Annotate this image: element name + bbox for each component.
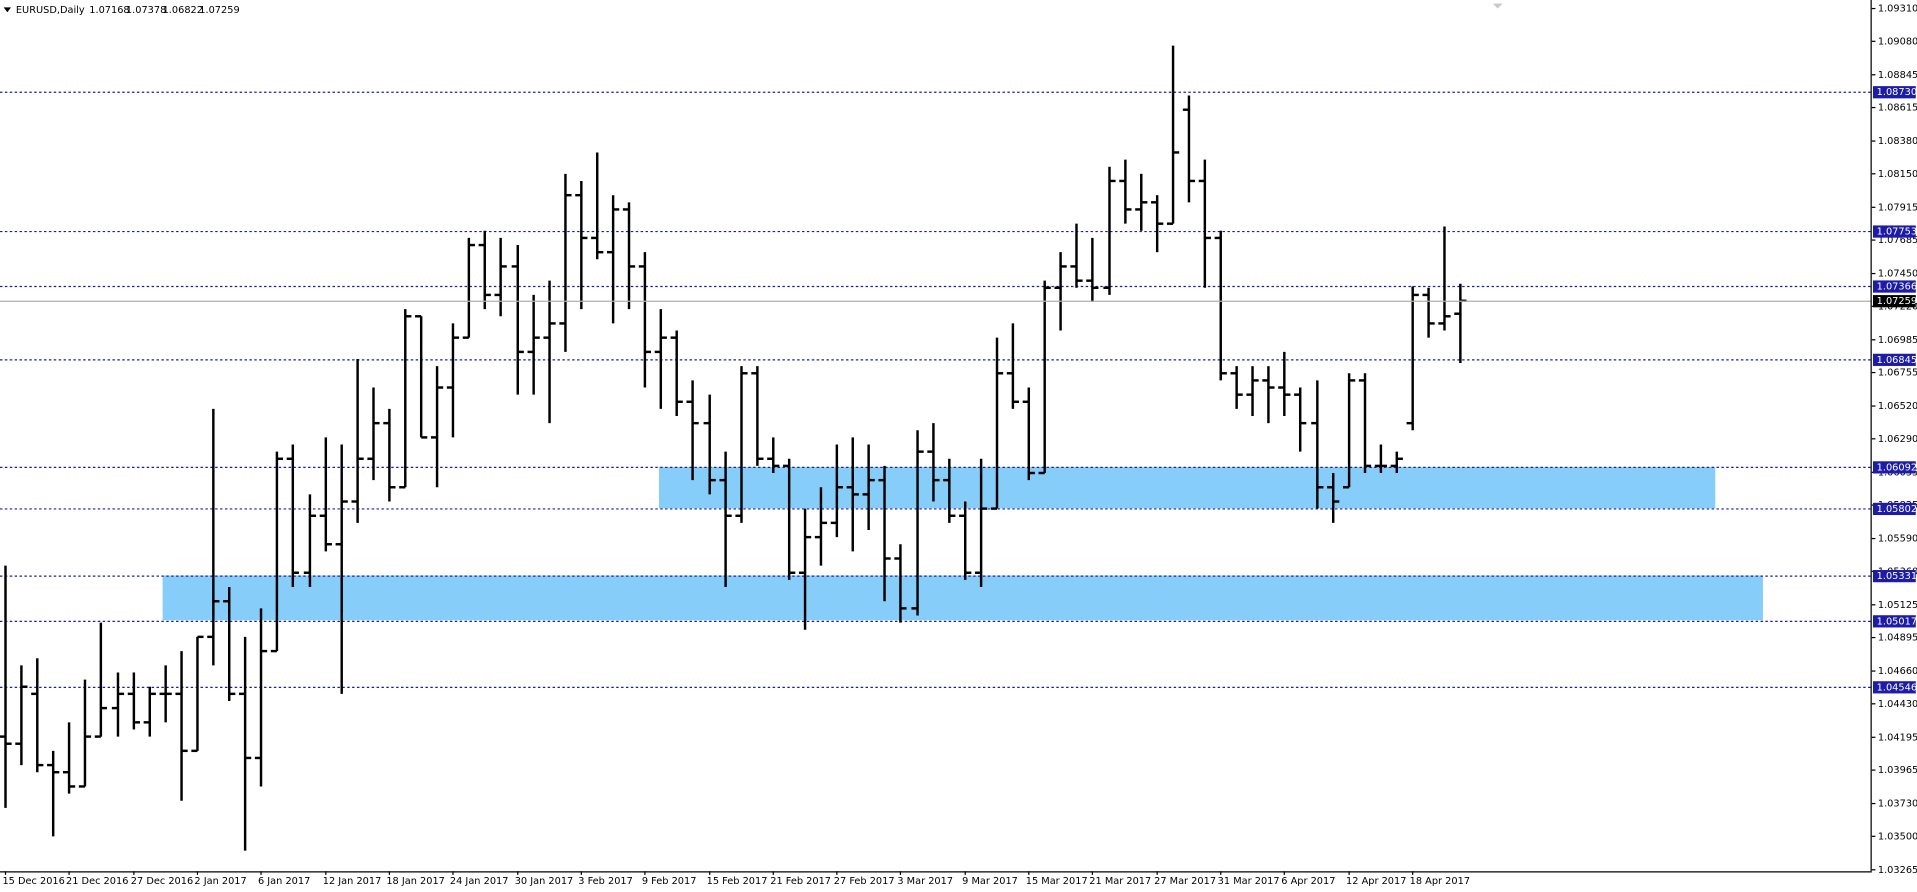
x-tick-label: 2 Jan 2017 — [194, 876, 246, 887]
x-tick-label: 6 Jan 2017 — [258, 876, 310, 887]
y-tick-label: 1.03730 — [1878, 799, 1917, 810]
x-tick-label: 6 Apr 2017 — [1281, 876, 1335, 887]
x-tick-label: 15 Mar 2017 — [1026, 876, 1088, 887]
x-tick-label: 12 Apr 2017 — [1346, 876, 1406, 887]
x-tick-label: 18 Jan 2017 — [386, 876, 445, 887]
y-tick-label: 1.03965 — [1878, 765, 1917, 776]
x-tick-label: 31 Mar 2017 — [1218, 876, 1280, 887]
y-tick-label: 1.03500 — [1878, 831, 1917, 842]
y-tick-label: 1.03265 — [1878, 865, 1917, 876]
zones — [162, 467, 1763, 621]
level-label: 1.05331 — [1877, 571, 1917, 582]
header-close: 1.07259 — [199, 5, 239, 16]
y-tick-label: 1.08380 — [1878, 136, 1917, 147]
y-tick-label: 1.04195 — [1878, 732, 1917, 743]
level-label-box — [1872, 615, 1916, 628]
header-high: 1.07378 — [126, 5, 166, 16]
level-label: 1.06845 — [1877, 355, 1917, 366]
y-tick-label: 1.06520 — [1878, 401, 1917, 412]
symbol-title: EURUSD,Daily — [16, 5, 85, 16]
menu-arrow[interactable] — [3, 7, 12, 13]
x-tick-label: 15 Feb 2017 — [707, 876, 768, 887]
level-label: 1.05017 — [1877, 616, 1917, 627]
level-label-box — [1872, 86, 1916, 99]
x-tick-label: 30 Jan 2017 — [515, 876, 574, 887]
y-tick-label: 1.06985 — [1878, 335, 1917, 346]
y-tick-label: 1.08150 — [1878, 169, 1917, 180]
price-label: 1.07259 — [1877, 296, 1917, 307]
x-tick-label: 15 Dec 2016 — [2, 876, 64, 887]
y-tick-label: 1.09310 — [1878, 4, 1917, 15]
x-tick-label: 3 Mar 2017 — [897, 876, 953, 887]
level-label: 1.07753 — [1877, 227, 1917, 238]
level-label: 1.04546 — [1877, 682, 1917, 693]
y-tick-label: 1.07685 — [1878, 235, 1917, 246]
price-label-box — [1872, 295, 1916, 308]
zone — [162, 575, 1763, 621]
y-tick-label: 1.05125 — [1878, 600, 1917, 611]
y-tick-label: 1.04660 — [1878, 666, 1917, 677]
level-label: 1.08730 — [1877, 87, 1917, 98]
x-tick-label: 9 Feb 2017 — [642, 876, 697, 887]
x-tick-label: 3 Feb 2017 — [578, 876, 633, 887]
x-tick-label: 12 Jan 2017 — [323, 876, 382, 887]
x-tick-label: 21 Feb 2017 — [770, 876, 831, 887]
y-tick-label: 1.06755 — [1878, 368, 1917, 379]
level-label: 1.07366 — [1877, 282, 1917, 293]
scroll-marker — [1492, 3, 1503, 9]
y-tick-label: 1.06290 — [1878, 434, 1917, 445]
y-tick-label: 1.08615 — [1878, 103, 1917, 114]
header-low: 1.06822 — [163, 5, 203, 16]
plot-area — [0, 45, 1872, 851]
level-label-box — [1872, 353, 1916, 366]
level-label: 1.06092 — [1877, 462, 1917, 473]
x-tick-label: 21 Dec 2016 — [66, 876, 128, 887]
x-tick-label: 27 Mar 2017 — [1154, 876, 1216, 887]
y-tick-label: 1.09080 — [1878, 36, 1917, 47]
zone — [658, 467, 1716, 509]
level-label-box — [1872, 502, 1916, 516]
level-label-box — [1872, 461, 1916, 474]
x-tick-label: 27 Feb 2017 — [834, 876, 895, 887]
y-tick-label: 1.08845 — [1878, 70, 1917, 81]
level-label-box — [1872, 681, 1916, 694]
level-label-box — [1872, 570, 1916, 583]
level-label: 1.05802 — [1877, 504, 1917, 515]
header-open: 1.07168 — [89, 5, 129, 16]
y-tick-label: 1.04895 — [1878, 633, 1917, 644]
y-tick-label: 1.04430 — [1878, 699, 1917, 710]
level-label-box — [1872, 280, 1916, 293]
x-tick-label: 18 Apr 2017 — [1410, 876, 1470, 887]
y-tick-label: 1.07915 — [1878, 202, 1917, 213]
x-tick-label: 27 Dec 2016 — [131, 876, 193, 887]
x-tick-label: 21 Mar 2017 — [1089, 876, 1151, 887]
x-tick-label: 9 Mar 2017 — [962, 876, 1018, 887]
y-tick-label: 1.05590 — [1878, 534, 1917, 545]
level-label-box — [1872, 225, 1916, 238]
y-tick-label: 1.07450 — [1878, 269, 1917, 280]
x-tick-label: 24 Jan 2017 — [450, 876, 509, 887]
